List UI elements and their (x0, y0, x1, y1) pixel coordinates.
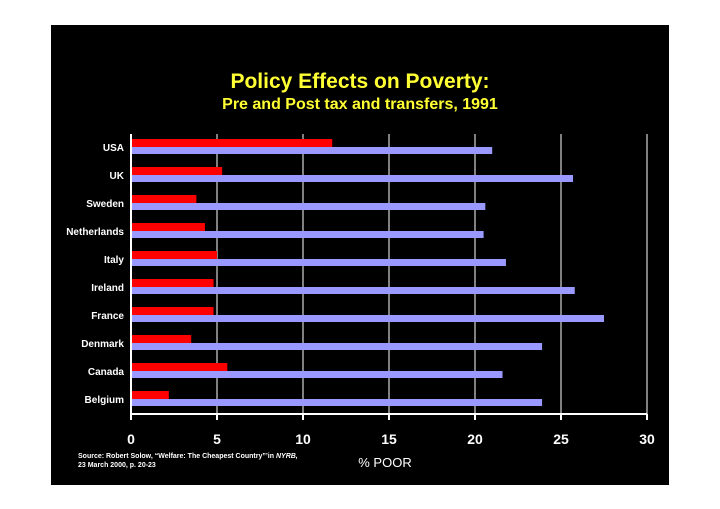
category-label: Canada (88, 367, 125, 378)
category-label: Netherlands (66, 227, 124, 238)
category-label: Italy (104, 255, 124, 266)
bar-post-usa (131, 139, 333, 147)
bar-pre-denmark (131, 343, 543, 350)
bar-post-sweden (131, 195, 197, 203)
source-journal: NYRB, (275, 453, 298, 460)
x-tick-label: 5 (213, 431, 221, 447)
bar-post-belgium (131, 391, 169, 399)
bar-pre-sweden (131, 203, 486, 210)
bar-pre-france (131, 315, 604, 322)
x-tick-label: 25 (553, 431, 569, 447)
category-label: UK (110, 171, 125, 182)
source-line2: 23 March 2000, p. 20-23 (78, 462, 156, 469)
bar-post-netherlands (131, 223, 205, 231)
x-tick-label: 15 (381, 431, 397, 447)
x-axis-label: % POOR (358, 455, 411, 470)
category-label: Sweden (86, 199, 124, 210)
category-label: Denmark (81, 339, 124, 350)
bar-post-france (131, 307, 214, 315)
bar-pre-usa (131, 147, 493, 154)
bar-post-canada (131, 363, 228, 371)
bar-post-denmark (131, 335, 192, 343)
bar-pre-belgium (131, 399, 543, 406)
source-note: Source: Robert Solow, “Welfare: The Chea… (78, 452, 298, 470)
category-label: Ireland (91, 283, 124, 294)
bar-pre-italy (131, 259, 506, 266)
x-tick-label: 30 (639, 431, 655, 447)
bar-pre-uk (131, 175, 574, 182)
category-label: France (91, 311, 124, 322)
bar-pre-netherlands (131, 231, 484, 238)
bar-post-ireland (131, 279, 214, 287)
bar-post-uk (131, 167, 223, 175)
x-tick-label: 10 (295, 431, 311, 447)
bar-post-italy (131, 251, 217, 259)
chart-title: Policy Effects on Poverty: (230, 70, 490, 93)
bar-pre-canada (131, 371, 503, 378)
x-tick-label: 20 (467, 431, 483, 447)
x-tick-label: 0 (127, 431, 135, 447)
category-label: Belgium (85, 395, 125, 406)
chart-subtitle: Pre and Post tax and transfers, 1991 (222, 96, 498, 113)
source-line1: Source: Robert Solow, “Welfare: The Chea… (78, 453, 276, 460)
category-label: USA (103, 143, 124, 154)
bar-pre-ireland (131, 287, 575, 294)
